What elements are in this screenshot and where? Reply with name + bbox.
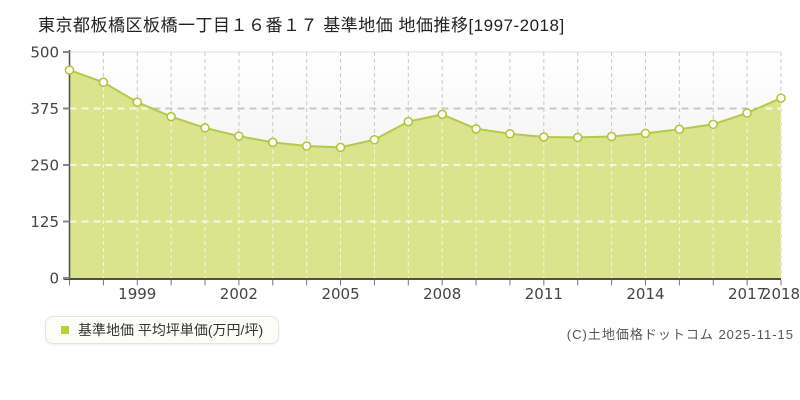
data-point[interactable]: [640, 128, 651, 139]
data-point[interactable]: [64, 65, 75, 75]
data-point[interactable]: [98, 77, 109, 88]
x-tick-label: 2008: [423, 285, 461, 303]
legend-label: 基準地価 平均坪単価(万円/坪): [78, 322, 264, 338]
area-fill: [69, 70, 781, 278]
x-tick-label: 2018: [762, 285, 800, 303]
y-tick-label: 375: [30, 100, 59, 118]
data-point[interactable]: [674, 124, 685, 135]
data-point[interactable]: [369, 134, 380, 145]
y-tick-label: 500: [30, 44, 59, 62]
data-point[interactable]: [539, 132, 549, 142]
data-point[interactable]: [301, 141, 312, 151]
data-point[interactable]: [742, 108, 752, 118]
data-point[interactable]: [335, 142, 346, 153]
x-tick-label: 1999: [118, 285, 156, 303]
y-tick-label: 0: [49, 270, 59, 288]
copyright-text: (C)土地価格ドットコム 2025-11-15: [566, 327, 794, 342]
legend: 基準地価 平均坪単価(万円/坪): [45, 316, 280, 344]
y-tick-label: 125: [30, 213, 59, 231]
data-point[interactable]: [132, 97, 143, 107]
data-point[interactable]: [776, 93, 786, 103]
x-tick-label: 2002: [220, 285, 258, 303]
x-tick-label: 2014: [626, 285, 664, 303]
data-point[interactable]: [403, 116, 414, 127]
data-point[interactable]: [268, 137, 278, 148]
x-tick-label: 2011: [525, 285, 563, 303]
data-point[interactable]: [234, 131, 244, 141]
page-title: 東京都板橋区板橋一丁目１６番１７ 基準地価 地価推移[1997-2018]: [38, 16, 565, 35]
x-tick-label: 2005: [321, 285, 359, 303]
price-line: [69, 69, 782, 149]
legend-square-icon: [61, 326, 69, 334]
x-tick-label: 2017: [728, 285, 766, 303]
data-point[interactable]: [471, 124, 481, 134]
data-point[interactable]: [166, 111, 176, 122]
data-point[interactable]: [606, 131, 617, 142]
data-point[interactable]: [708, 119, 718, 130]
data-point[interactable]: [572, 132, 583, 143]
data-point[interactable]: [505, 129, 515, 139]
data-point[interactable]: [200, 123, 210, 133]
data-point[interactable]: [437, 109, 447, 120]
y-tick-label: 250: [30, 157, 59, 175]
